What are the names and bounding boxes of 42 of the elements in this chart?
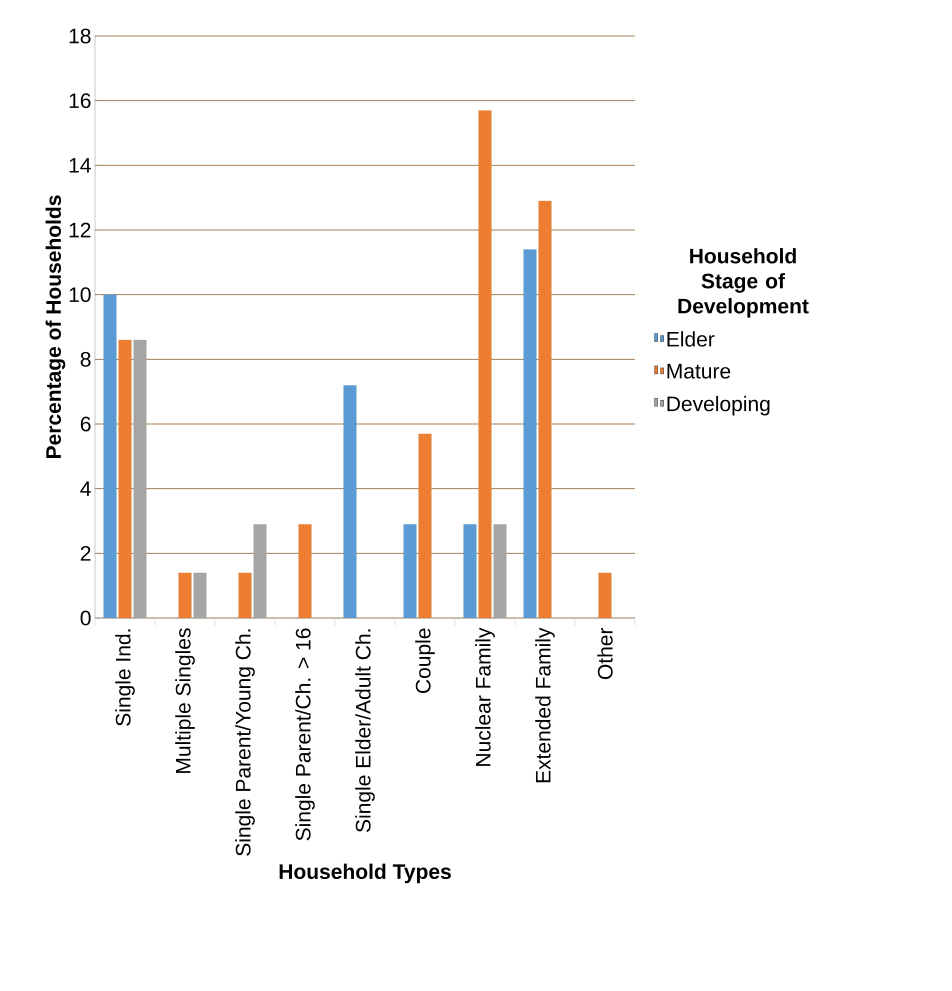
y-tick-label: 14 xyxy=(70,158,91,173)
x-axis-title: Household Types xyxy=(280,864,451,884)
bar xyxy=(104,294,116,618)
x-tick-label: Nuclear Family xyxy=(475,628,495,766)
y-tick-label: 4 xyxy=(80,481,91,496)
x-tick-label: Single Parent/Young Ch. xyxy=(235,630,255,856)
legend-label: Elder xyxy=(668,331,714,347)
x-tick-label: Single Ind. xyxy=(115,629,135,726)
legend-label: Mature xyxy=(668,364,730,379)
bar xyxy=(298,524,312,618)
x-tick-label: Multiple Singles xyxy=(175,628,195,773)
bar xyxy=(238,572,252,618)
bar xyxy=(134,340,146,618)
y-tick-label: 8 xyxy=(80,352,91,367)
legend-title: Household Stage of Development xyxy=(678,248,809,318)
x-tick-label: Other xyxy=(597,628,613,680)
bar xyxy=(478,110,492,618)
bar xyxy=(118,340,132,618)
bar xyxy=(194,572,206,618)
bar xyxy=(523,249,536,618)
y-tick-label: 2 xyxy=(80,546,90,561)
y-tick-label: 18 xyxy=(70,28,91,44)
bar xyxy=(178,572,192,618)
y-axis-title: Percentage of Households xyxy=(46,195,66,458)
bar xyxy=(463,524,476,618)
y-tick-label: 6 xyxy=(80,416,91,432)
y-tick-label: 0 xyxy=(80,610,91,626)
y-tick-label: 10 xyxy=(70,287,91,302)
y-tick-label: 12 xyxy=(70,222,90,238)
x-tick-label: Single Elder/Adult Ch. xyxy=(355,630,375,832)
y-tick-label: 16 xyxy=(70,93,91,108)
x-tick-label: Couple xyxy=(415,628,435,694)
bar xyxy=(538,200,552,618)
bar xyxy=(343,385,356,618)
x-tick-label: Extended Family xyxy=(535,628,555,782)
legend-label: Developing xyxy=(668,396,770,416)
x-tick-label: Single Parent/Ch. > 16 xyxy=(295,628,315,840)
bar xyxy=(254,524,266,618)
bar xyxy=(598,572,612,618)
bar xyxy=(493,524,506,618)
bar xyxy=(403,524,416,618)
bar xyxy=(418,434,432,618)
